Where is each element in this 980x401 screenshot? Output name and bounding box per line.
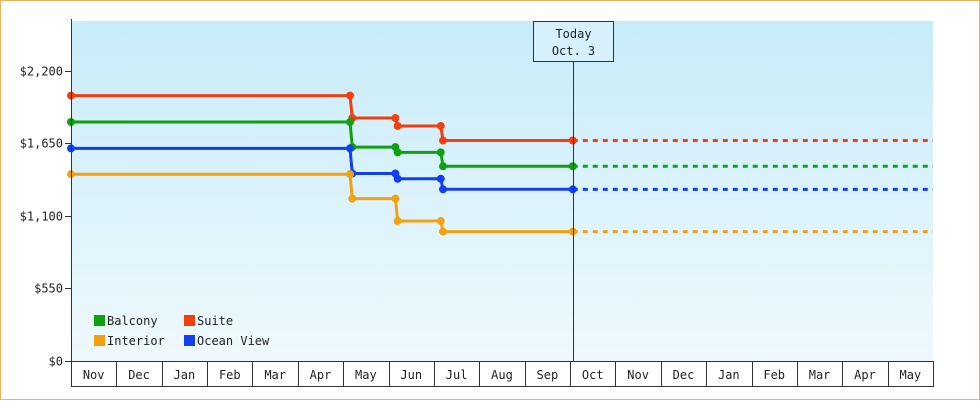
x-tick-label: Aug: [491, 368, 513, 382]
data-point: [346, 170, 355, 179]
legend-item: Balcony: [94, 314, 158, 328]
x-tick-label: Dec: [673, 368, 695, 382]
x-tick-label: Feb: [219, 368, 241, 382]
x-tick-label: Nov: [627, 368, 649, 382]
plot-background: [71, 21, 933, 361]
data-point: [439, 227, 448, 236]
x-tick-label: Apr: [854, 368, 876, 382]
legend-item: Interior: [94, 334, 165, 348]
data-point: [436, 174, 445, 183]
x-tick-label: Jul: [446, 368, 468, 382]
data-point: [568, 227, 577, 236]
data-point: [393, 121, 402, 130]
data-point: [439, 162, 448, 171]
x-tick-label: Oct: [582, 368, 604, 382]
legend-label: Balcony: [107, 314, 158, 328]
today-date: Oct. 3: [552, 44, 595, 58]
data-point: [391, 194, 400, 203]
legend-swatch: [94, 335, 105, 346]
x-tick-label: May: [899, 368, 921, 382]
legend-item: Suite: [184, 314, 233, 328]
legend-label: Suite: [197, 314, 233, 328]
x-tick-label: Jan: [718, 368, 740, 382]
x-tick-label: Feb: [763, 368, 785, 382]
data-point: [568, 162, 577, 171]
legend-item: Ocean View: [184, 334, 270, 348]
data-point: [436, 217, 445, 226]
data-point: [393, 148, 402, 157]
data-point: [346, 91, 355, 100]
today-label: Today: [555, 27, 591, 41]
legend-label: Ocean View: [197, 334, 270, 348]
today-box: [533, 21, 614, 62]
y-tick-label: $0: [49, 355, 63, 369]
x-tick-label: May: [355, 368, 377, 382]
y-tick-label: $1,100: [20, 210, 63, 224]
x-tick-label: Apr: [310, 368, 332, 382]
x-tick-label: Mar: [264, 368, 286, 382]
series-interior: [67, 170, 933, 236]
x-tick-label: Jun: [400, 368, 422, 382]
x-tick-label: Dec: [128, 368, 150, 382]
data-point: [436, 121, 445, 130]
data-point: [439, 185, 448, 194]
x-tick-label: Nov: [83, 368, 105, 382]
series-ocean-view: [67, 144, 933, 194]
data-point: [391, 114, 400, 123]
data-point: [568, 136, 577, 145]
legend-swatch: [184, 315, 195, 326]
data-point: [393, 217, 402, 226]
data-point: [346, 118, 355, 127]
legend: Balcony Suite Interior Ocean View: [94, 314, 270, 348]
x-tick-label: Mar: [809, 368, 831, 382]
data-point: [436, 148, 445, 157]
x-tick-label: Jan: [174, 368, 196, 382]
data-point: [346, 144, 355, 153]
y-tick-label: $2,200: [20, 65, 63, 79]
data-point: [439, 136, 448, 145]
legend-swatch: [94, 315, 105, 326]
x-tick-label: Sep: [537, 368, 559, 382]
y-tick-label: $550: [34, 282, 63, 296]
today-marker: Today Oct. 3: [533, 21, 614, 361]
y-tick-label: $1,650: [20, 137, 63, 151]
series-layer: [67, 91, 933, 236]
data-point: [348, 194, 357, 203]
series-suite: [67, 91, 933, 145]
legend-label: Interior: [107, 334, 165, 348]
axis-layer: $0 $550 $1,100 $1,650 $2,200 Nov Dec Jan Feb Mar A…: [20, 19, 934, 387]
legend-swatch: [184, 335, 195, 346]
data-point: [393, 174, 402, 183]
data-point: [568, 185, 577, 194]
